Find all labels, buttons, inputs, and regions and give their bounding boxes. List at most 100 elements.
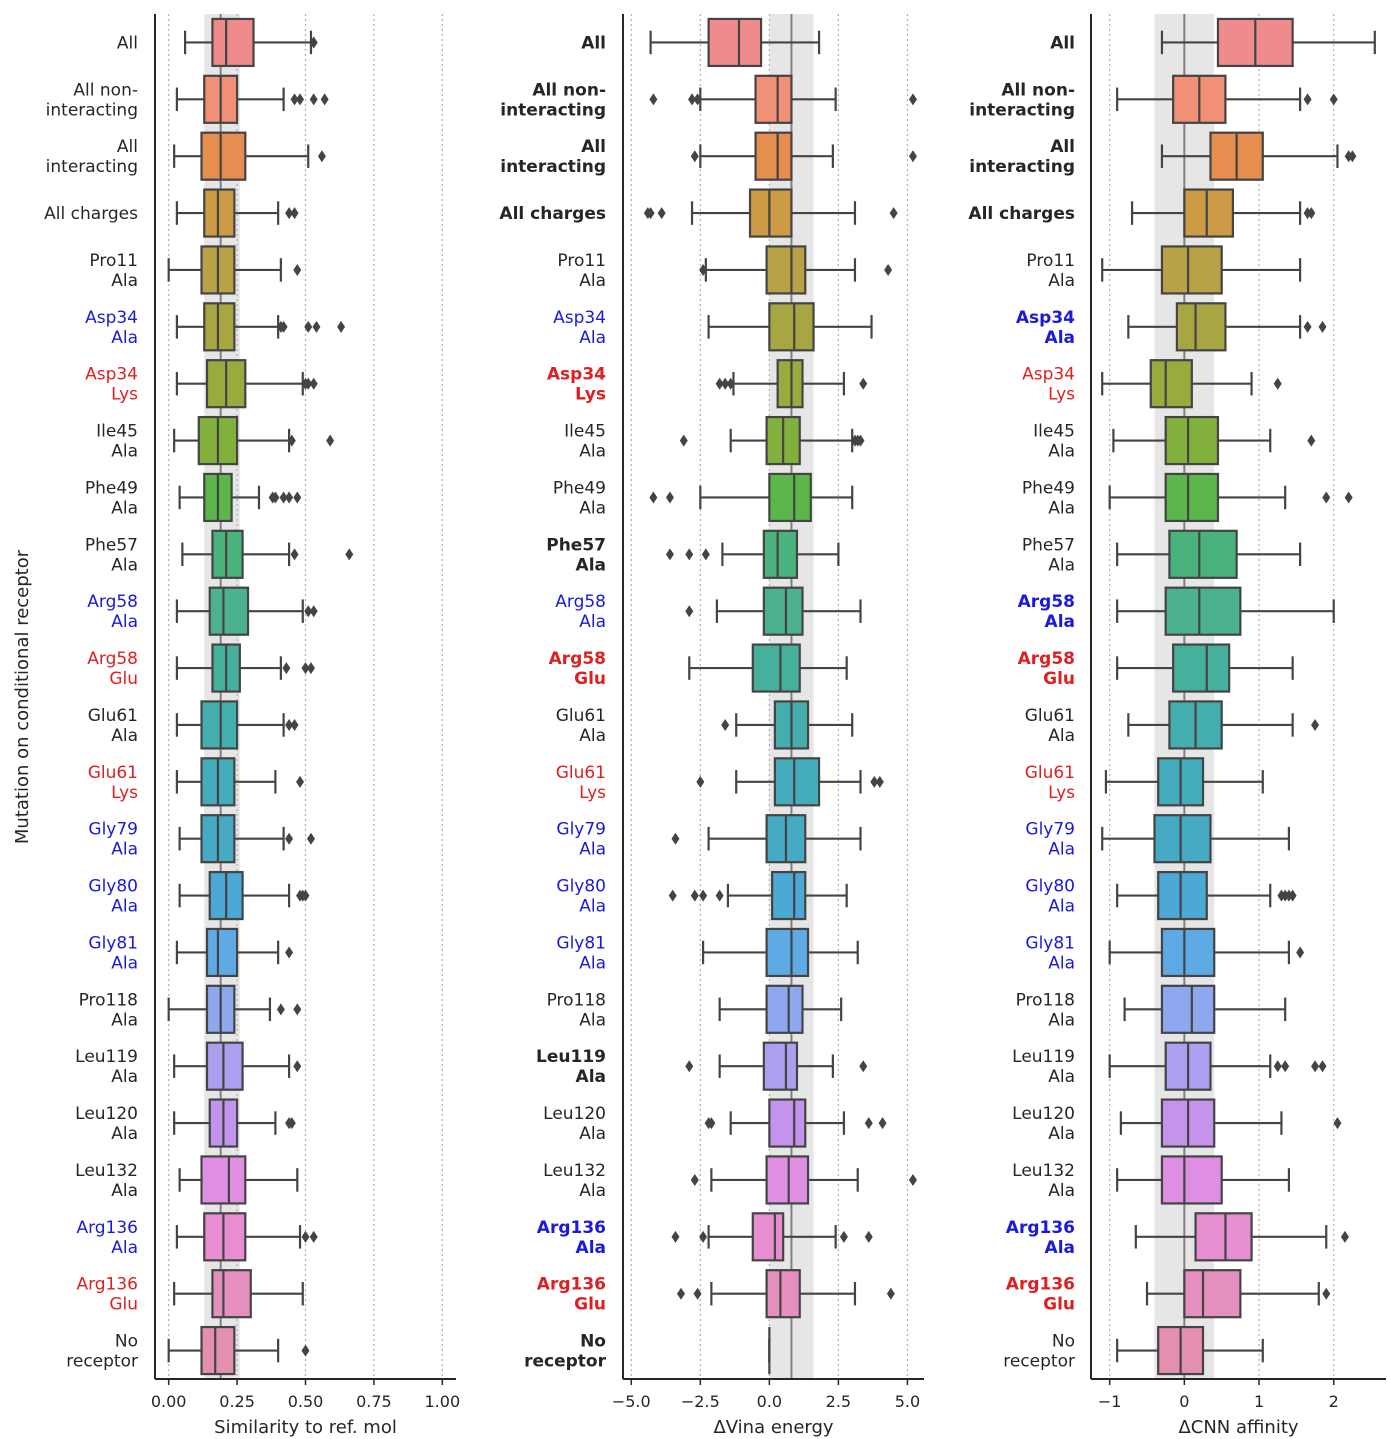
iqr-box [200, 131, 247, 181]
category-label: Asp34 Ala [553, 308, 606, 348]
category-label: Pro11 Ala [557, 251, 606, 291]
box-gly79-ala [178, 814, 315, 864]
outlier-point [345, 548, 354, 561]
outlier-point [665, 491, 674, 504]
outlier-point [290, 207, 299, 220]
box-all-non-interacting [175, 74, 329, 124]
box-arg136-ala [671, 1212, 873, 1262]
outlier-point [290, 548, 299, 561]
category-label: Pro118 Ala [547, 990, 606, 1030]
box-all [184, 17, 318, 68]
box-asp34-ala [1127, 302, 1327, 352]
category-label: Leu132 Ala [1012, 1161, 1075, 1201]
outlier-point [1333, 1117, 1342, 1130]
category-label: Asp34 Ala [1016, 308, 1075, 348]
x-tick-label: 0.00 [151, 1392, 187, 1411]
box-leu119-ala [1108, 1041, 1327, 1091]
category-label: Arg58 Glu [87, 649, 138, 689]
category-label: Pro118 Ala [79, 990, 138, 1030]
box-arg58-ala [175, 586, 318, 636]
iqr-box [1183, 1269, 1242, 1319]
y-axis-title: Mutation on conditional receptor [12, 549, 33, 844]
outlier-point [685, 605, 694, 618]
outlier-point [685, 548, 694, 561]
category-label: All interacting [969, 137, 1075, 177]
outlier-point [317, 150, 326, 163]
outlier-point [306, 662, 315, 675]
box-pro11-ala [1101, 245, 1302, 295]
outlier-point [326, 434, 335, 447]
category-label: All [117, 33, 138, 53]
iqr-box [768, 302, 815, 352]
outlier-point [859, 377, 868, 390]
outlier-point [693, 93, 702, 106]
category-label: Gly80 Ala [1025, 877, 1075, 917]
box-asp34-ala [175, 302, 346, 352]
category-label: No receptor [1003, 1332, 1075, 1372]
category-label: Glu61 Lys [556, 763, 606, 803]
category-label: Gly79 Ala [556, 820, 606, 860]
category-label: All [581, 33, 606, 53]
iqr-box [765, 927, 810, 978]
outlier-point [699, 1230, 708, 1243]
outlier-point [1329, 93, 1338, 106]
category-label: Arg136 Ala [537, 1218, 606, 1258]
box-leu120-ala [1119, 1098, 1342, 1148]
box-arg58-glu [1116, 643, 1294, 693]
outlier-point [1344, 491, 1353, 504]
outlier-point [701, 548, 710, 561]
outlier-point [293, 1060, 302, 1073]
x-tick-label: 2 [1329, 1392, 1339, 1411]
iqr-box [200, 700, 239, 750]
category-label: Asp34 Lys [547, 365, 606, 405]
iqr-box [203, 1212, 247, 1262]
iqr-box [776, 359, 804, 409]
outlier-point [293, 491, 302, 504]
outlier-point [1307, 207, 1316, 220]
outlier-point [1273, 1060, 1282, 1073]
outlier-point [309, 1230, 318, 1243]
outlier-point [699, 889, 708, 902]
category-label: Glu61 Ala [88, 706, 138, 746]
outlier-point [304, 320, 313, 333]
category-label: Arg58 Ala [87, 592, 138, 632]
box-arg58-glu [688, 643, 848, 693]
outlier-point [693, 1287, 702, 1300]
box-ile45-ala [1112, 415, 1316, 466]
box-all [1160, 17, 1376, 68]
box-phe57-ala [181, 529, 354, 579]
outlier-point [285, 491, 294, 504]
iqr-box [200, 1325, 236, 1376]
x-tick-label: 2.5 [826, 1392, 851, 1411]
outlier-point [1318, 1060, 1327, 1073]
category-label: Gly80 Ala [88, 877, 138, 917]
outlier-point [1348, 150, 1357, 163]
outlier-point [671, 832, 680, 845]
outlier-point [839, 1230, 848, 1243]
outlier-point [309, 93, 318, 106]
iqr-box [765, 245, 807, 295]
x-tick-label: 1 [1254, 1392, 1264, 1411]
iqr-box [1164, 472, 1220, 523]
iqr-box [1168, 529, 1238, 579]
iqr-box [707, 17, 763, 68]
box-arg58-ala [685, 586, 862, 636]
outlier-point [1273, 377, 1282, 390]
box-no-receptor [167, 1325, 310, 1376]
iqr-box [773, 757, 821, 807]
x-tick-label: 1.00 [425, 1392, 461, 1411]
outlier-point [309, 377, 318, 390]
box-glu61-ala [175, 700, 299, 750]
box-leu119-ala [173, 1041, 302, 1091]
category-label: Leu132 Ala [543, 1161, 606, 1201]
category-label: Leu119 Ala [1012, 1047, 1075, 1087]
x-tick-label: 0 [1179, 1392, 1189, 1411]
box-all-non-interacting [649, 74, 917, 124]
box-pro11-ala [699, 245, 893, 295]
outlier-point [1311, 718, 1320, 731]
category-label: Phe57 Ala [85, 535, 138, 575]
x-tick-label: −2.5 [681, 1392, 720, 1411]
box-gly79-ala [1101, 814, 1291, 864]
category-label: Arg58 Glu [549, 649, 606, 689]
box-pro11-ala [167, 245, 302, 295]
